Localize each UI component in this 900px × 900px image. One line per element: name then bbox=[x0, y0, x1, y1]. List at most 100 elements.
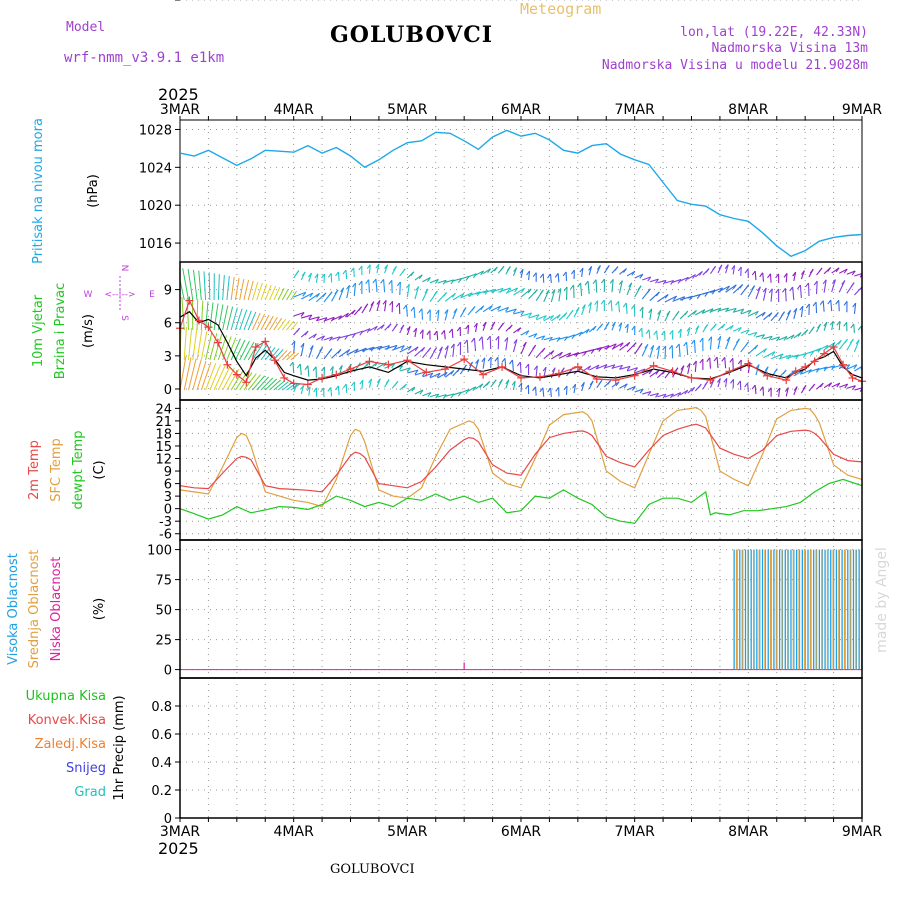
wind-barb-head bbox=[507, 287, 511, 293]
bottom-date-label: 9MAR bbox=[842, 824, 883, 840]
wind-barb-head bbox=[520, 310, 525, 316]
wind-barb-head bbox=[414, 369, 419, 375]
wind-barb bbox=[831, 382, 841, 388]
wind-barb-head bbox=[683, 341, 688, 347]
wind-barb bbox=[778, 335, 788, 341]
wind-barb-head bbox=[337, 349, 342, 354]
wind-gust-marker bbox=[332, 370, 341, 379]
wind-barb-head bbox=[577, 282, 582, 288]
wind-barb bbox=[338, 348, 351, 358]
wind-gust-marker bbox=[592, 375, 601, 384]
wind-barb-head bbox=[312, 333, 317, 339]
wind-barb bbox=[709, 336, 713, 350]
wind-gust-marker bbox=[611, 376, 620, 385]
wind-barb-head bbox=[350, 267, 355, 273]
wind-barb-head bbox=[771, 351, 776, 356]
wind-barb bbox=[657, 393, 667, 398]
wind-barb bbox=[611, 364, 623, 369]
wind-barb bbox=[429, 372, 441, 379]
wind-barb-head bbox=[394, 323, 398, 329]
wind-barb bbox=[482, 357, 486, 369]
wind-barb bbox=[846, 385, 856, 389]
wind-barb-head bbox=[662, 345, 667, 351]
wind-barb-head bbox=[800, 270, 805, 275]
wind-barb-head bbox=[793, 307, 798, 313]
wind-barb-head bbox=[539, 273, 544, 279]
wind-barb-head bbox=[328, 348, 333, 353]
cloud-ytick-label: 25 bbox=[155, 634, 172, 649]
wind-barb bbox=[444, 309, 449, 321]
wind-barb-head bbox=[366, 264, 371, 270]
wind-barb bbox=[679, 276, 689, 282]
wind-barb-head bbox=[594, 300, 599, 306]
wind-barb-head bbox=[486, 335, 491, 341]
wind-barb-head bbox=[581, 304, 586, 309]
precip-frame bbox=[179, 677, 863, 819]
wind-barb bbox=[361, 328, 371, 333]
wind-barb-head bbox=[456, 326, 461, 332]
temp-ytick-label: 0 bbox=[164, 503, 172, 518]
wind-barb-head bbox=[550, 350, 555, 355]
elevation-label: Nadmorska Visina 13m bbox=[711, 41, 868, 56]
wind-barb-head bbox=[450, 370, 455, 375]
wind-barb bbox=[565, 385, 568, 395]
wind-barb-head bbox=[358, 306, 363, 312]
wind-barb-head bbox=[818, 267, 823, 273]
wind-barb-head bbox=[419, 329, 424, 335]
bottom-date-label: 5MAR bbox=[387, 824, 428, 840]
wind-barb-early bbox=[281, 350, 292, 361]
wind-barb-early bbox=[226, 306, 234, 331]
precip-legend-1: Konvek.Kisa bbox=[28, 713, 106, 728]
precip-unit: 1hr Precip (mm) bbox=[112, 695, 127, 800]
wind-barb bbox=[405, 304, 408, 317]
wind-barb bbox=[839, 268, 848, 274]
wind-barb-head bbox=[835, 267, 840, 273]
wind-barb-head bbox=[304, 330, 309, 336]
wind-barb bbox=[543, 315, 554, 322]
wind-barb bbox=[815, 281, 818, 295]
wind-barb-head bbox=[645, 329, 650, 335]
wind-barb-head bbox=[827, 299, 832, 305]
wind-barb-head bbox=[509, 359, 513, 365]
wind-gust-marker bbox=[725, 367, 734, 376]
wind-barb-head bbox=[487, 356, 492, 362]
top-year-label: 2025 bbox=[158, 85, 199, 104]
wind-barb-head bbox=[440, 330, 445, 335]
cloud-low-label-group: Niska Oblacnost bbox=[49, 557, 64, 662]
wind-barb-head bbox=[779, 353, 784, 359]
compass-east: E bbox=[149, 290, 155, 300]
wind-barb bbox=[338, 312, 349, 320]
compass-north: N bbox=[119, 265, 129, 272]
wind-barb-head bbox=[350, 381, 355, 387]
wind-barb-head bbox=[453, 308, 458, 314]
wind-barb-head bbox=[525, 384, 529, 390]
wind-barb bbox=[346, 285, 351, 299]
wind-barb-head bbox=[656, 345, 660, 351]
wind-barb-head bbox=[471, 306, 476, 311]
wind-barb bbox=[733, 308, 744, 313]
model-elevation-label: Nadmorska Visina u modelu 21.9028m bbox=[601, 58, 868, 73]
wind-barb-head bbox=[410, 271, 415, 277]
wind-barb bbox=[498, 306, 509, 312]
wind-barb-head bbox=[444, 345, 449, 351]
wind-barb bbox=[467, 324, 470, 335]
wind-barb-head bbox=[828, 382, 833, 388]
wind-barb-head bbox=[802, 384, 807, 390]
wind-barb bbox=[391, 345, 405, 351]
wind-barb-head bbox=[655, 393, 659, 398]
temp-unit: (C) bbox=[92, 460, 107, 479]
wind-barb-early bbox=[264, 315, 274, 331]
wind-barb-head bbox=[570, 284, 575, 290]
wind-barb bbox=[466, 339, 469, 353]
wind-barb bbox=[498, 287, 511, 293]
wind-barb-early bbox=[209, 302, 214, 331]
wind-barb bbox=[588, 364, 600, 371]
wind-barb-head bbox=[395, 302, 400, 308]
wind-barb-head bbox=[384, 264, 389, 270]
bottom-date-label: 8MAR bbox=[728, 824, 769, 840]
wind-barb-head bbox=[799, 370, 804, 375]
wind-barb bbox=[353, 282, 357, 297]
wind-barb bbox=[861, 372, 862, 373]
wind-barb-early bbox=[208, 272, 211, 301]
wind-barb-head bbox=[657, 309, 662, 315]
